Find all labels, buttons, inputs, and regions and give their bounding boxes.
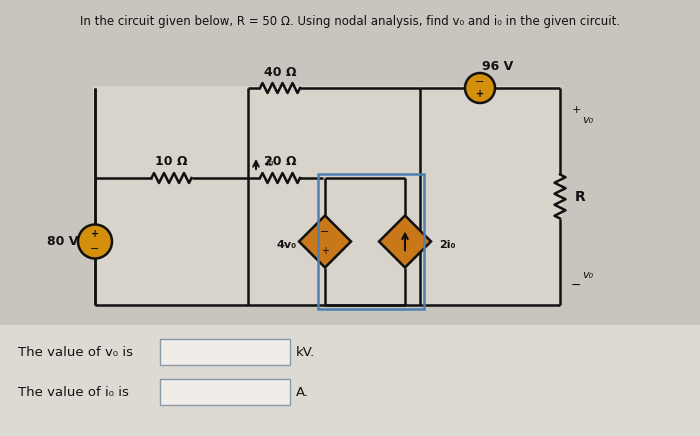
Bar — [160, 379, 290, 405]
Text: 4v₀: 4v₀ — [277, 239, 297, 249]
Text: 40 Ω: 40 Ω — [264, 65, 296, 78]
Text: +: + — [321, 246, 329, 256]
Text: i₀: i₀ — [266, 156, 274, 168]
Text: R: R — [575, 190, 585, 204]
Text: 96 V: 96 V — [482, 59, 514, 72]
Text: A.: A. — [296, 385, 309, 399]
Text: +: + — [91, 229, 99, 239]
Text: In the circuit given below, R = 50 Ω. Using nodal analysis, find v₀ and i₀ in th: In the circuit given below, R = 50 Ω. Us… — [80, 16, 620, 28]
Text: −: − — [475, 77, 484, 87]
Text: −: − — [570, 279, 581, 292]
Bar — [93, 86, 562, 307]
Circle shape — [465, 73, 495, 103]
Text: v₀: v₀ — [582, 115, 594, 125]
Polygon shape — [299, 215, 351, 268]
Text: +: + — [476, 89, 484, 99]
Text: kV.: kV. — [296, 345, 315, 358]
Text: 10 Ω: 10 Ω — [155, 154, 188, 167]
Text: 2i₀: 2i₀ — [439, 239, 455, 249]
Text: The value of i₀ is: The value of i₀ is — [18, 385, 129, 399]
Bar — [160, 339, 290, 365]
Polygon shape — [379, 215, 431, 268]
Text: 80 V: 80 V — [48, 235, 78, 248]
Text: −: − — [321, 227, 330, 237]
Text: −: − — [90, 244, 99, 254]
Bar — [0, 325, 700, 436]
Text: 20 Ω: 20 Ω — [264, 154, 296, 167]
Bar — [318, 174, 424, 309]
Text: v₀: v₀ — [582, 270, 594, 280]
Circle shape — [78, 225, 112, 259]
Text: The value of v₀ is: The value of v₀ is — [18, 345, 133, 358]
Text: +: + — [571, 105, 581, 115]
